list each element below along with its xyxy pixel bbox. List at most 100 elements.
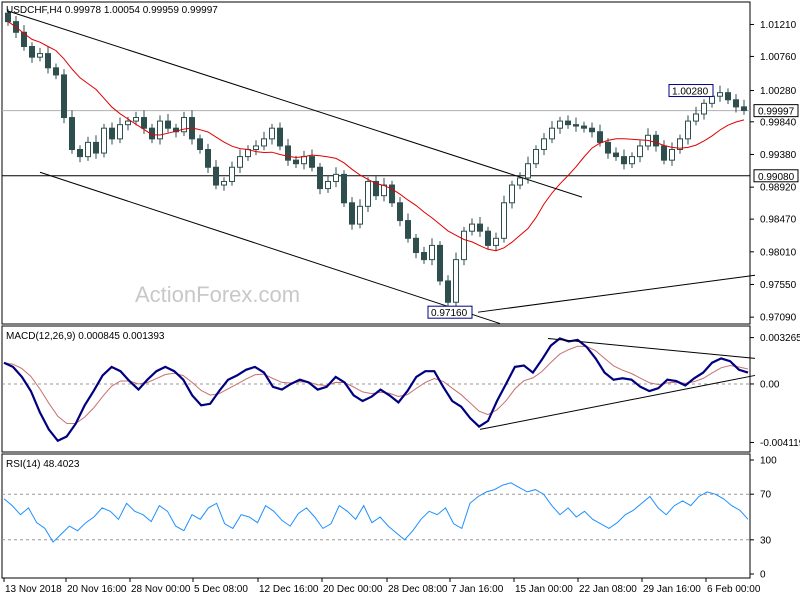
candle-body	[413, 237, 419, 254]
candle-body	[725, 92, 731, 101]
price-tick-label: 1.00760	[760, 52, 797, 63]
price-tick-label: 1.00280	[760, 86, 797, 97]
candle-body	[517, 177, 523, 186]
candle-body	[653, 134, 659, 147]
candle-body	[205, 149, 211, 168]
candle-body	[485, 230, 491, 246]
candle-body	[253, 145, 259, 151]
candle-body	[501, 202, 507, 239]
candle-body	[165, 120, 171, 129]
price-tick-label: 0.97550	[760, 280, 797, 291]
candle-body	[125, 120, 131, 126]
candle-body	[309, 156, 315, 168]
candle-body	[549, 127, 555, 140]
candle-body	[733, 99, 739, 108]
candle-body	[133, 117, 139, 122]
candle-body	[277, 127, 283, 147]
rsi-title: RSI(14) 48.4023	[6, 459, 80, 470]
candle-body	[77, 149, 83, 158]
candle-body	[461, 230, 467, 261]
rsi-tick-label: 100	[760, 456, 777, 467]
x-tick-label: 20 Nov 16:00	[67, 584, 127, 595]
candle-body	[117, 124, 123, 140]
x-tick-label: 7 Jan 16:00	[451, 584, 504, 595]
price-layer: 1.00280 0.97160	[2, 8, 756, 325]
support-level-tag: 0.99080	[758, 172, 795, 183]
candle-body	[573, 124, 579, 127]
candle-body	[157, 120, 163, 140]
x-tick-label: 15 Jan 00:00	[515, 584, 573, 595]
candle-body	[637, 145, 643, 158]
rsi-tick-label: 70	[760, 490, 772, 501]
x-tick-label: 22 Jan 08:00	[579, 584, 637, 595]
macd-tick-label: 0.00	[760, 379, 780, 390]
x-tick-label: 28 Nov 00:00	[131, 584, 191, 595]
candle-body	[741, 106, 747, 111]
candle-body	[685, 120, 691, 140]
candle-body	[245, 149, 251, 158]
candle-body	[341, 173, 347, 204]
macd-line	[3, 337, 749, 443]
high-annotation-box	[668, 84, 714, 98]
candle-body	[477, 223, 483, 232]
candle-body	[493, 237, 499, 246]
rsi-line	[3, 482, 749, 543]
rising-trend-line	[477, 274, 756, 313]
candle-body	[141, 117, 147, 129]
candle-body	[21, 31, 27, 47]
x-tick-label: 29 Jan 16:00	[643, 584, 701, 595]
x-tick-label: 13 Nov 2018	[5, 584, 62, 595]
price-title: USDCHF,H4 0.99978 1.00054 0.99959 0.9999…	[6, 5, 218, 16]
candle-body	[589, 127, 595, 133]
candle-body	[629, 156, 635, 165]
candle-body	[709, 95, 715, 104]
candle-body	[525, 163, 531, 179]
candle-body	[453, 259, 459, 303]
candle-body	[533, 149, 539, 165]
candle-body	[509, 184, 515, 204]
candle-body	[53, 67, 59, 76]
macd-upper-trend-line	[547, 338, 756, 359]
candle-body	[293, 159, 299, 165]
price-tick-label: 1.01210	[760, 20, 797, 31]
candle-body	[597, 131, 603, 143]
candle-body	[693, 113, 699, 122]
candle-body	[357, 205, 363, 225]
candle-body	[397, 202, 403, 222]
price-tick-label: 0.98470	[760, 215, 797, 226]
candle-body	[581, 125, 587, 129]
candle-body	[93, 141, 99, 154]
price-tick-label: 0.99380	[760, 150, 797, 161]
channel-lower-line	[39, 171, 501, 325]
candle-body	[613, 152, 619, 158]
candle-body	[701, 102, 707, 115]
macd-tick-label: -0.004119	[760, 438, 800, 449]
candle-body	[605, 141, 611, 154]
candle-body	[173, 127, 179, 133]
candle-body	[349, 202, 355, 225]
candle-body	[405, 220, 411, 239]
candle-body	[389, 184, 395, 204]
candle-body	[45, 53, 51, 69]
candle-body	[85, 141, 91, 158]
macd-layer	[2, 337, 756, 443]
candle-body	[29, 45, 35, 58]
rsi-tick-label: 0	[760, 570, 766, 581]
candle-body	[421, 252, 427, 261]
x-tick-label: 6 Feb 00:00	[707, 584, 761, 595]
macd-lower-trend-line	[479, 374, 756, 430]
candle-body	[557, 120, 563, 129]
candle-body	[285, 145, 291, 161]
candle-body	[469, 223, 475, 232]
candle-body	[61, 74, 67, 119]
channel-upper-line	[7, 10, 583, 198]
x-tick-label: 28 Dec 08:00	[388, 584, 448, 595]
candle-body	[181, 117, 187, 133]
candle-body	[301, 156, 307, 165]
candle-body	[541, 138, 547, 151]
candle-body	[717, 92, 723, 97]
candle-body	[325, 180, 331, 190]
rsi-panel	[1, 453, 751, 579]
candle-body	[677, 138, 683, 151]
candle-body	[437, 244, 443, 282]
